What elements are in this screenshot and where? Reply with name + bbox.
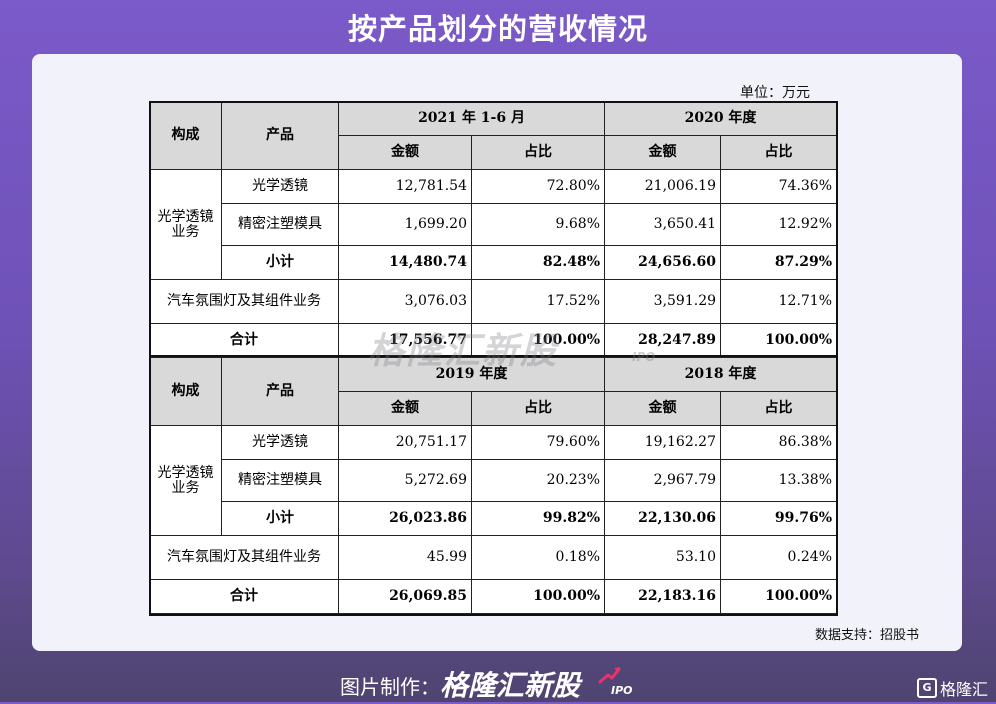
share-cell: 86.38% — [720, 425, 838, 460]
subtotal-label: 小计 — [221, 245, 339, 280]
share-cell: 17.52% — [470, 279, 606, 324]
amount-cell: 20,751.17 — [338, 425, 472, 460]
table-row: 汽车氛围灯及其组件业务 3,076.03 17.52% 3,591.29 12.… — [149, 279, 838, 324]
amount-cell: 12,781.54 — [338, 169, 472, 204]
amount-cell: 1,699.20 — [338, 203, 472, 246]
footer-brand-logo: 格隆汇新股 — [440, 669, 581, 702]
amount-cell: 21,006.19 — [604, 169, 722, 204]
header-amount: 金额 — [604, 391, 722, 426]
header-amount: 金额 — [338, 135, 472, 170]
header-period: 2019 年度 — [337, 357, 606, 392]
header-period: 2020 年度 — [604, 101, 838, 136]
header-share: 占比 — [720, 135, 838, 170]
total-row: 合计 17,556.77 100.00% 28,247.89 100.00% — [149, 323, 838, 358]
share-cell: 0.18% — [470, 535, 606, 580]
header-period: 2021 年 1-6 月 — [337, 101, 606, 136]
header-product: 产品 — [221, 101, 339, 170]
amount-cell: 24,656.60 — [604, 245, 722, 280]
other-business-label: 汽车氛围灯及其组件业务 — [149, 535, 339, 580]
section-divider — [150, 355, 836, 357]
trend-arrow-icon — [598, 667, 621, 684]
share-cell: 9.68% — [470, 203, 606, 246]
table-row: 精密注塑模具 1,699.20 9.68% 3,650.41 12.92% — [150, 203, 838, 246]
subtotal-row: 小计 26,023.86 99.82% 22,130.06 99.76% — [150, 501, 838, 536]
header-row-periods: 构成 产品 2019 年度 2018 年度 — [149, 357, 838, 426]
section-2: 构成 产品 2019 年度 2018 年度 金额 占比 金额 占比 光学透镜业务… — [149, 357, 838, 614]
amount-cell: 14,480.74 — [338, 245, 472, 280]
header-amount: 金额 — [338, 391, 472, 426]
table-row: 光学透镜业务 光学透镜 12,781.54 72.80% 21,006.19 7… — [149, 169, 838, 280]
product-cell: 精密注塑模具 — [221, 459, 339, 502]
share-cell: 13.38% — [720, 459, 838, 502]
amount-cell: 26,023.86 — [338, 501, 472, 536]
header-share: 占比 — [470, 391, 606, 426]
amount-cell: 17,556.77 — [338, 323, 472, 358]
page-title: 按产品划分的营收情况 — [347, 12, 648, 46]
amount-cell: 5,272.69 — [338, 459, 472, 502]
share-cell: 79.60% — [470, 425, 606, 460]
share-cell: 99.82% — [470, 501, 606, 536]
share-cell: 12.71% — [720, 279, 838, 324]
amount-cell: 26,069.85 — [338, 579, 472, 614]
watermark-sub: IPO — [632, 350, 656, 364]
footer-made-by: 图片制作： — [340, 675, 440, 699]
share-cell: 72.80% — [470, 169, 606, 204]
table-row: 汽车氛围灯及其组件业务 45.99 0.18% 53.10 0.24% — [149, 535, 838, 580]
table-row: 精密注塑模具 5,272.69 20.23% 2,967.79 13.38% — [150, 459, 838, 502]
corner-logo-text: 格隆汇 — [940, 680, 989, 699]
section-1: 构成 产品 2021 年 1-6 月 2020 年度 金额 占比 金额 占比 光… — [149, 101, 838, 358]
product-cell: 精密注塑模具 — [221, 203, 339, 246]
revenue-table: 构成 产品 2021 年 1-6 月 2020 年度 金额 占比 金额 占比 光… — [149, 101, 838, 614]
amount-cell: 28,247.89 — [604, 323, 722, 358]
amount-cell: 45.99 — [338, 535, 472, 580]
corner-logo: G 格隆汇 — [917, 676, 988, 700]
share-cell: 87.29% — [720, 245, 838, 280]
amount-cell: 22,130.06 — [604, 501, 722, 536]
total-label: 合计 — [149, 323, 339, 358]
share-cell: 0.24% — [720, 535, 838, 580]
header-row-metrics: 金额 占比 金额 占比 — [150, 391, 838, 426]
share-cell: 12.92% — [720, 203, 838, 246]
group-label: 光学透镜业务 — [149, 169, 222, 280]
share-cell: 82.48% — [470, 245, 606, 280]
amount-cell: 3,650.41 — [604, 203, 722, 246]
table-row: 光学透镜业务 光学透镜 20,751.17 79.60% 19,162.27 8… — [149, 425, 838, 536]
share-cell: 99.76% — [720, 501, 838, 536]
product-cell: 光学透镜 — [221, 425, 339, 460]
source-note: 数据支持：招股书 — [815, 628, 920, 643]
header-row-metrics: 金额 占比 金额 占比 — [150, 135, 838, 170]
header-period: 2018 年度 — [604, 357, 838, 392]
share-cell: 100.00% — [720, 579, 838, 614]
amount-cell: 53.10 — [604, 535, 722, 580]
group-label: 光学透镜业务 — [149, 425, 222, 536]
amount-cell: 2,967.79 — [604, 459, 722, 502]
amount-cell: 19,162.27 — [604, 425, 722, 460]
subtotal-row: 小计 14,480.74 82.48% 24,656.60 87.29% — [150, 245, 838, 280]
header-composition: 构成 — [149, 101, 222, 170]
total-label: 合计 — [149, 579, 339, 614]
amount-cell: 22,183.16 — [604, 579, 722, 614]
other-business-label: 汽车氛围灯及其组件业务 — [149, 279, 339, 324]
share-cell: 74.36% — [720, 169, 838, 204]
header-row-periods: 构成 产品 2021 年 1-6 月 2020 年度 — [149, 101, 838, 170]
subtotal-label: 小计 — [221, 501, 339, 536]
header-share: 占比 — [470, 135, 606, 170]
header-product: 产品 — [221, 357, 339, 426]
header-amount: 金额 — [604, 135, 722, 170]
footer-brand-sub: IPO — [611, 684, 633, 697]
amount-cell: 3,076.03 — [338, 279, 472, 324]
share-cell: 20.23% — [470, 459, 606, 502]
watermark: 格隆汇新股 — [368, 331, 559, 372]
share-cell: 100.00% — [720, 323, 838, 358]
product-cell: 光学透镜 — [221, 169, 339, 204]
amount-cell: 3,591.29 — [604, 279, 722, 324]
logo-icon: G — [917, 678, 937, 698]
header-composition: 构成 — [149, 357, 222, 426]
unit-label: 单位：万元 — [740, 85, 810, 101]
total-row: 合计 26,069.85 100.00% 22,183.16 100.00% — [149, 579, 838, 614]
share-cell: 100.00% — [470, 579, 606, 614]
header-share: 占比 — [720, 391, 838, 426]
